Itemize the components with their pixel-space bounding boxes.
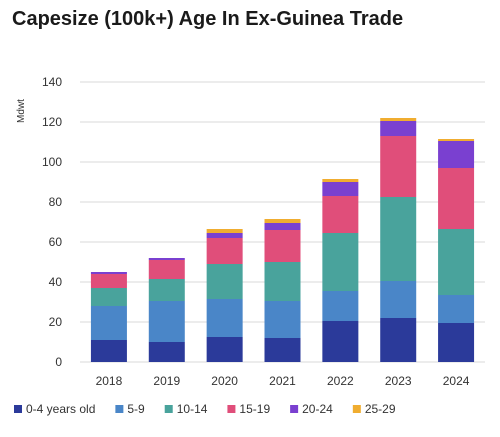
y-tick-label: 140 — [42, 75, 62, 89]
y-tick-label: 80 — [49, 195, 63, 209]
y-tick-label: 100 — [42, 155, 62, 169]
bar-segment-2024-15-19 — [438, 168, 475, 229]
bar-segment-2020-10-14 — [206, 264, 243, 299]
y-axis-label: Mdwt — [16, 99, 27, 123]
bar-segment-2024-5-9 — [438, 295, 475, 323]
legend-label: 10-14 — [177, 402, 208, 416]
bar-segment-2021-5-9 — [264, 301, 301, 338]
bar-segment-2022-20-24 — [322, 182, 359, 196]
bar-segment-2022-25-29 — [322, 179, 359, 182]
bar-segment-2018-5-9 — [90, 306, 127, 340]
bar-segment-2019-0-4-years-old — [148, 342, 185, 362]
y-tick-label: 40 — [49, 275, 63, 289]
bar-segment-2019-5-9 — [148, 301, 185, 342]
bar-segment-2018-15-19 — [90, 274, 127, 288]
bar-segment-2023-0-4-years-old — [380, 318, 417, 362]
bar-segment-2020-20-24 — [206, 233, 243, 238]
bar-segment-2021-10-14 — [264, 262, 301, 301]
bar-segment-2023-10-14 — [380, 197, 417, 281]
bar-segment-2021-0-4-years-old — [264, 338, 301, 362]
y-tick-label: 20 — [49, 315, 63, 329]
legend-swatch — [115, 405, 124, 413]
legend: 0-4 years old 5-9 10-14 15-19 20-24 25-29 — [14, 402, 396, 416]
chart-title: Capesize (100k+) Age In Ex-Guinea Trade — [12, 8, 404, 30]
legend-swatch — [227, 405, 236, 413]
legend-label: 5-9 — [127, 402, 145, 416]
bar-segment-2023-25-29 — [380, 118, 417, 121]
bar-segment-2021-25-29 — [264, 219, 301, 223]
bar-segment-2020-0-4-years-old — [206, 337, 243, 362]
bar-segment-2024-0-4-years-old — [438, 323, 475, 362]
bar-segment-2018-0-4-years-old — [90, 340, 127, 362]
bar-segment-2019-10-14 — [148, 279, 185, 301]
legend-swatch — [352, 405, 361, 413]
bar-segment-2022-5-9 — [322, 291, 359, 321]
x-tick-label: 2023 — [385, 374, 412, 388]
bar-segment-2024-20-24 — [438, 141, 475, 168]
legend-label: 20-24 — [302, 402, 333, 416]
bar-segment-2020-25-29 — [206, 229, 243, 233]
bar-segment-2022-10-14 — [322, 233, 359, 291]
y-tick-label: 0 — [55, 355, 62, 369]
legend-label: 0-4 years old — [26, 402, 95, 416]
legend-swatch — [164, 405, 173, 413]
x-axis-ticks: 2018 2019 2020 2021 2022 2023 2024 — [96, 374, 470, 388]
bar-segment-2023-20-24 — [380, 121, 417, 136]
legend-swatch — [290, 405, 299, 413]
bar-segment-2018-20-24 — [90, 272, 127, 274]
bar-segment-2020-5-9 — [206, 299, 243, 337]
bar-segment-2024-25-29 — [438, 139, 475, 141]
bar-segment-2019-20-24 — [148, 258, 185, 260]
x-tick-label: 2019 — [153, 374, 180, 388]
y-axis-ticks: 0 20 40 60 80 100 120 140 — [42, 75, 62, 369]
bar-segment-2021-15-19 — [264, 230, 301, 262]
bar-segment-2019-15-19 — [148, 260, 185, 279]
x-tick-label: 2021 — [269, 374, 296, 388]
legend-swatch — [14, 405, 22, 413]
x-tick-label: 2022 — [327, 374, 354, 388]
bars — [90, 118, 475, 362]
y-tick-label: 60 — [49, 235, 63, 249]
x-tick-label: 2018 — [96, 374, 123, 388]
bar-segment-2024-10-14 — [438, 229, 475, 295]
y-tick-label: 120 — [42, 115, 62, 129]
bar-segment-2021-20-24 — [264, 223, 301, 230]
legend-label: 25-29 — [365, 402, 396, 416]
bar-segment-2023-15-19 — [380, 136, 417, 197]
bar-segment-2018-10-14 — [90, 288, 127, 306]
bar-segment-2023-5-9 — [380, 281, 417, 318]
bar-segment-2022-15-19 — [322, 196, 359, 233]
x-tick-label: 2020 — [211, 374, 238, 388]
bar-segment-2020-15-19 — [206, 238, 243, 264]
x-tick-label: 2024 — [443, 374, 470, 388]
legend-label: 15-19 — [239, 402, 270, 416]
bar-segment-2022-0-4-years-old — [322, 321, 359, 362]
